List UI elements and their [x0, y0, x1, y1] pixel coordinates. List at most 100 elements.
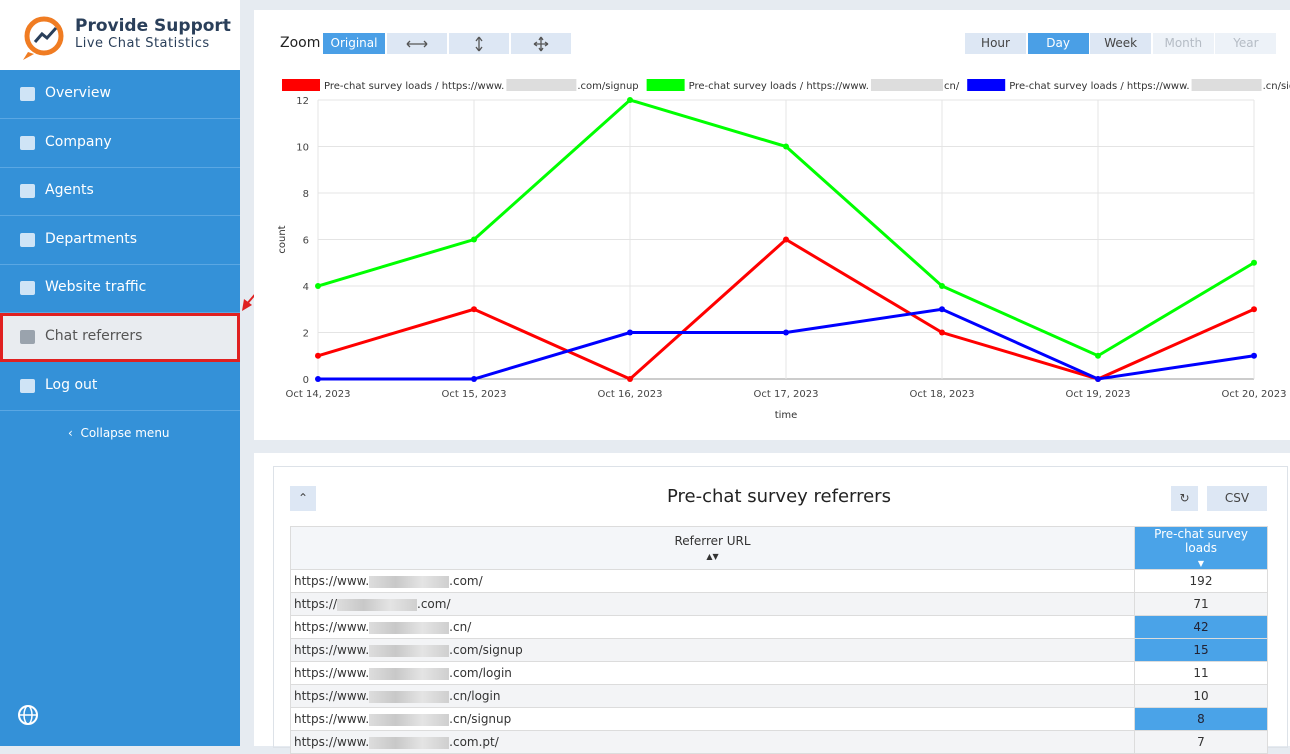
url-blur: [369, 713, 450, 726]
y-tick-label: 0: [303, 375, 309, 386]
period-button[interactable]: Year: [1215, 33, 1277, 54]
url-blur: [369, 575, 450, 588]
menu-label: Agents: [45, 182, 94, 199]
language-icon[interactable]: [16, 703, 40, 727]
url-blur: [337, 598, 418, 611]
zoom-icon-path: [475, 36, 483, 52]
brand: Provide Support: [75, 16, 231, 36]
zoom-button[interactable]: Original: [323, 33, 385, 54]
data-point: [471, 306, 477, 313]
legend-label: Pre-chat survey loads / https://www.: [324, 81, 504, 92]
url-prefix: https://www.: [294, 666, 370, 680]
table-row: https://www. .com/signup 15: [290, 638, 1268, 662]
y-tick-label: 4: [303, 282, 309, 293]
menu-icon: [20, 232, 35, 247]
refresh-button[interactable]: ↻: [1171, 486, 1198, 511]
loads-cell: 8: [1134, 707, 1268, 731]
url-suffix: .com/signup: [449, 643, 523, 657]
data-point: [1251, 259, 1257, 266]
x-tick-label: Oct 16, 2023: [598, 389, 663, 400]
y-axis-label: count: [277, 225, 288, 253]
period-button[interactable]: Week: [1090, 33, 1152, 54]
data-point: [315, 352, 321, 359]
zoom-icon: [475, 36, 483, 52]
loads-cell: 71: [1134, 592, 1268, 616]
column-header[interactable]: Referrer URL ▲▼: [290, 526, 1135, 570]
loads-cell: 42: [1134, 615, 1268, 639]
menu-item[interactable]: Log out: [0, 362, 240, 411]
zoom-icon: [533, 36, 549, 52]
zoom-label: Zoom: [280, 35, 321, 51]
csv-button[interactable]: CSV: [1207, 486, 1267, 511]
referrer-cell: https://www. .com/signup: [290, 638, 1135, 662]
data-point: [1095, 352, 1101, 359]
url-suffix: .com.pt/: [449, 735, 499, 749]
menu-icon: [20, 330, 35, 344]
sort-icon: ▼: [1197, 559, 1205, 568]
collapse-label: Collapse menu: [80, 426, 170, 440]
table-row: https://www. .com/192: [290, 569, 1268, 593]
zoom-button[interactable]: [387, 33, 447, 54]
y-tick-label: 8: [303, 189, 309, 200]
zoom-icon-path: [406, 40, 428, 48]
table-row: https://www. .cn/42: [290, 615, 1268, 639]
legend-blur: [1191, 79, 1262, 91]
loads-cell: 10: [1134, 684, 1268, 708]
table-row: https://www. .cn/login 10: [290, 684, 1268, 708]
data-point: [783, 143, 789, 150]
menu-icon: [20, 135, 35, 150]
data-point: [783, 236, 789, 243]
referrer-cell: https:// .com/: [290, 592, 1135, 616]
menu-item[interactable]: Company: [0, 119, 240, 168]
loads-cell: 7: [1134, 730, 1268, 754]
menu-item[interactable]: Agents: [0, 167, 240, 217]
referrer-cell: https://www. .cn/signup: [290, 707, 1135, 731]
url-suffix: .com/: [417, 597, 451, 611]
menu-item[interactable]: Departments: [0, 216, 240, 265]
zoom-button[interactable]: [449, 33, 509, 54]
data-point: [939, 283, 945, 289]
menu-item[interactable]: Website traffic: [0, 264, 240, 314]
referrer-cell: https://www. .cn/login: [290, 684, 1135, 708]
data-point: [315, 283, 321, 289]
menu-item[interactable]: Overview: [0, 70, 240, 119]
data-point: [1095, 376, 1101, 382]
period-button[interactable]: Month: [1152, 33, 1214, 54]
sidebar: Provide Support Live Chat Statistics Ove…: [0, 0, 240, 746]
data-point: [471, 376, 477, 382]
menu-label: Website traffic: [45, 279, 147, 296]
menu-icon: [20, 378, 35, 393]
url-blur: [369, 736, 450, 749]
legend-label-suffix: .cn/signup: [1263, 81, 1290, 92]
zoom-icon-path: [533, 36, 549, 52]
chart-panel: 0 2 4 6 8 10 12 Oct 14, 2023 Oct 15, 2023 Oct 16,…: [254, 10, 1290, 440]
period-button[interactable]: Hour: [965, 33, 1026, 54]
column-header[interactable]: Pre-chat survey loads ▼: [1134, 526, 1268, 570]
y-tick-label: 2: [303, 329, 309, 340]
url-suffix: .cn/: [449, 620, 472, 634]
csv-label: CSV: [1224, 491, 1250, 505]
table-row: https://www. .cn/signup 8: [290, 707, 1268, 731]
collapse-button[interactable]: ⌃: [290, 486, 316, 511]
x-tick-label: Oct 20, 2023: [1222, 389, 1287, 400]
loads-cell: 15: [1134, 638, 1268, 662]
data-point: [783, 329, 789, 336]
menu-item[interactable]: Chat referrers: [0, 313, 240, 362]
brand-subtitle: Live Chat Statistics: [75, 36, 210, 51]
loads-cell: 192: [1134, 569, 1268, 593]
url-prefix: https://www.: [294, 689, 370, 703]
data-point: [1251, 306, 1257, 313]
legend-label: Pre-chat survey loads / https://www.: [1009, 81, 1189, 92]
legend-blur: [506, 79, 577, 91]
y-tick-label: 10: [296, 143, 309, 154]
url-prefix: https://: [294, 597, 338, 611]
data-point: [1251, 352, 1257, 359]
logo[interactable]: Provide Support Live Chat Statistics: [0, 0, 240, 70]
table-row: https:// .com/71: [290, 592, 1268, 616]
period-button[interactable]: Day: [1027, 33, 1089, 54]
zoom-button[interactable]: [511, 33, 571, 54]
legend-swatch: [282, 79, 320, 91]
data-point: [315, 376, 321, 382]
collapse-menu[interactable]: ‹ Collapse menu: [68, 426, 170, 440]
